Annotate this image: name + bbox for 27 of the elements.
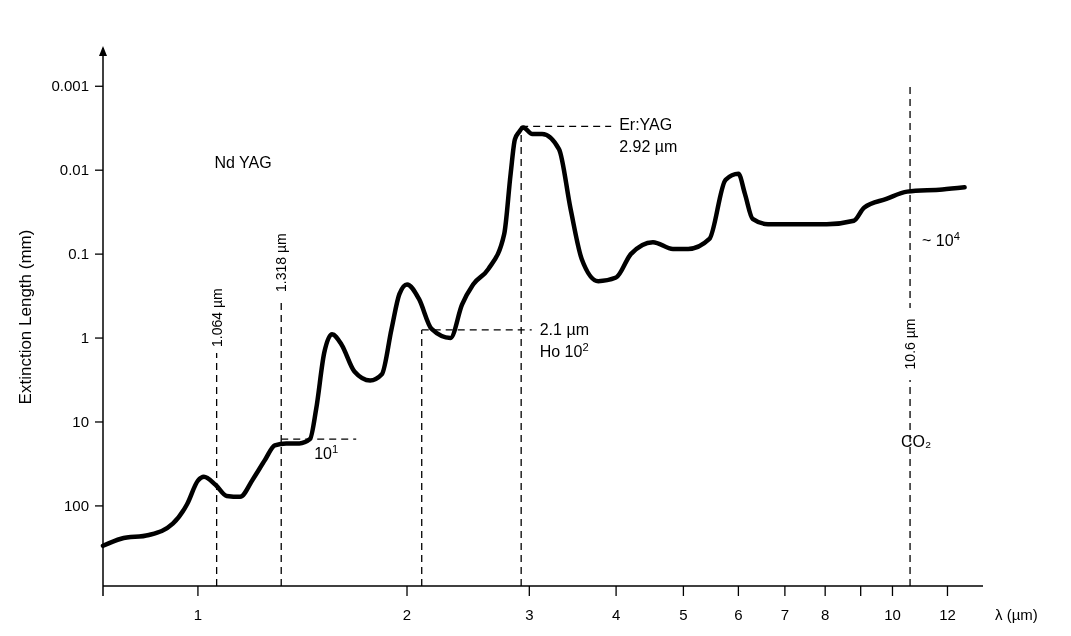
annotation: 10$^{1}$ [314, 443, 339, 463]
x-tick-label: 8 [821, 606, 830, 623]
x-axis-title: λ (µm) [995, 606, 1038, 623]
ref-line-label: 1.064 µm [208, 288, 225, 347]
y-tick-label: 0.01 [59, 161, 89, 179]
x-tick-label: 2 [402, 606, 412, 623]
annotation: Nd YAG [214, 154, 272, 171]
annotation: 2.1 µm Ho 10$^{2}$ [539, 320, 589, 360]
x-tick-label: 10 [884, 606, 901, 623]
x-tick-label: 7 [780, 606, 790, 623]
y-tick-label: 0.001 [51, 77, 89, 95]
annotation: ~ 10$^{4}$ [922, 230, 960, 250]
x-tick-label: 3 [525, 606, 534, 623]
annotation: CO₂ [900, 433, 932, 451]
y-tick-label: 0.1 [68, 245, 89, 263]
x-tick-label: 1 [193, 606, 203, 623]
ref-line-label: 10.6 µm [902, 318, 919, 370]
annotation: Er:YAG 2.92 µm [619, 116, 678, 156]
y-tick-label: 10 [72, 412, 89, 430]
y-tick-label: 1 [80, 329, 89, 347]
x-tick-label: 5 [679, 606, 688, 623]
x-tick-label: 6 [734, 606, 743, 623]
y-axis-title: Extinction Length (mm) [16, 229, 35, 405]
x-tick-label: 4 [611, 606, 621, 623]
y-tick-label: 100 [63, 496, 89, 514]
ref-line-label: 1.318 µm [273, 233, 290, 292]
x-tick-label: 12 [939, 606, 956, 623]
